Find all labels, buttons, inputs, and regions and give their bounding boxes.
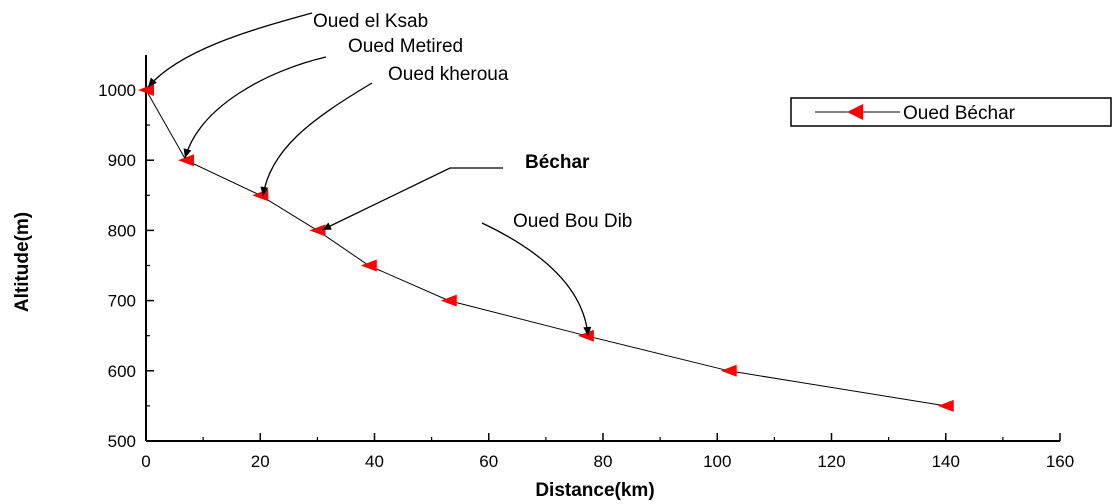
x-tick-label: 160 <box>1046 452 1074 471</box>
annotation-label: Oued Metired <box>348 36 463 57</box>
y-tick-label: 800 <box>108 221 136 240</box>
y-axis-ticks: 500 600 700 800 900 1000 <box>98 81 154 451</box>
y-tick-label: 600 <box>108 362 136 381</box>
annotation-arrowhead <box>183 148 192 158</box>
x-tick-label: 20 <box>251 452 270 471</box>
y-tick-label: 1000 <box>98 81 136 100</box>
annotation-arrowhead <box>260 186 269 196</box>
series-line <box>145 89 946 407</box>
annotation-arrowhead <box>583 326 592 336</box>
annotations: Oued el Ksab Oued Metired Oued kheroua Béch… <box>147 11 632 337</box>
annotation-label: Oued kheroua <box>388 64 509 85</box>
x-tick-label: 0 <box>141 452 150 471</box>
annotation-label: Oued el Ksab <box>313 11 428 32</box>
y-tick-label: 900 <box>108 151 136 170</box>
x-tick-label: 60 <box>479 452 498 471</box>
legend-label: Oued Béchar <box>903 103 1016 124</box>
data-point-marker <box>138 84 154 96</box>
x-tick-label: 100 <box>703 452 731 471</box>
y-tick-label: 500 <box>108 432 136 451</box>
data-point-marker <box>720 364 737 377</box>
data-point-marker <box>440 294 457 307</box>
series-group <box>138 84 954 412</box>
data-point-marker <box>577 329 594 342</box>
x-tick-label: 40 <box>365 452 384 471</box>
x-axis-ticks: 0 20 40 60 80 100 120 140 160 <box>141 433 1074 471</box>
x-axis-title: Distance(km) <box>535 480 654 501</box>
data-point-marker <box>937 399 954 412</box>
legend-marker <box>847 104 863 120</box>
annotation-arrow <box>481 222 589 337</box>
annotation-arrow <box>262 82 373 197</box>
annotation-label: Oued Bou Dib <box>513 211 632 232</box>
x-tick-label: 80 <box>594 452 613 471</box>
data-point-marker <box>309 224 326 237</box>
x-tick-label: 140 <box>932 452 960 471</box>
legend: Oued Béchar <box>790 97 1112 127</box>
annotation-arrowhead <box>322 222 332 230</box>
annotation-label: Béchar <box>525 152 590 173</box>
annotation-arrow <box>321 167 503 231</box>
x-tick-label: 120 <box>817 452 845 471</box>
data-point-marker <box>360 259 377 272</box>
y-tick-label: 700 <box>108 292 136 311</box>
data-point-marker <box>177 154 194 167</box>
annotation-arrowhead <box>148 77 157 87</box>
annotation-arrow <box>184 56 327 159</box>
y-axis-title: Altitude(m) <box>12 212 33 312</box>
annotation-arrow <box>147 12 313 88</box>
